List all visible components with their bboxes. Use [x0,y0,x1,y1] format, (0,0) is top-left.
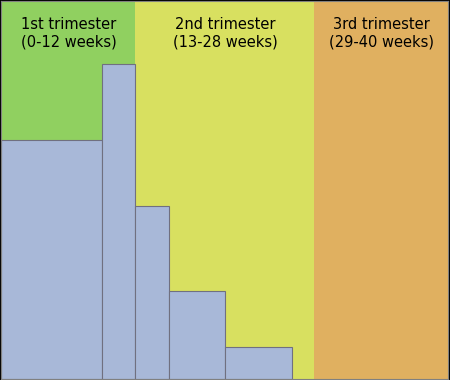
Text: 1st trimester
(0-12 weeks): 1st trimester (0-12 weeks) [21,17,116,49]
Text: 2nd trimester
(13-28 weeks): 2nd trimester (13-28 weeks) [172,17,277,49]
Bar [135,206,169,378]
Text: 3rd trimester
(29-40 weeks): 3rd trimester (29-40 weeks) [329,17,434,49]
Bar [1,140,102,378]
Bar [169,291,225,378]
Bar [314,2,448,378]
Bar [1,2,135,378]
Bar [135,2,314,378]
Bar [225,347,292,378]
Bar [102,64,135,378]
